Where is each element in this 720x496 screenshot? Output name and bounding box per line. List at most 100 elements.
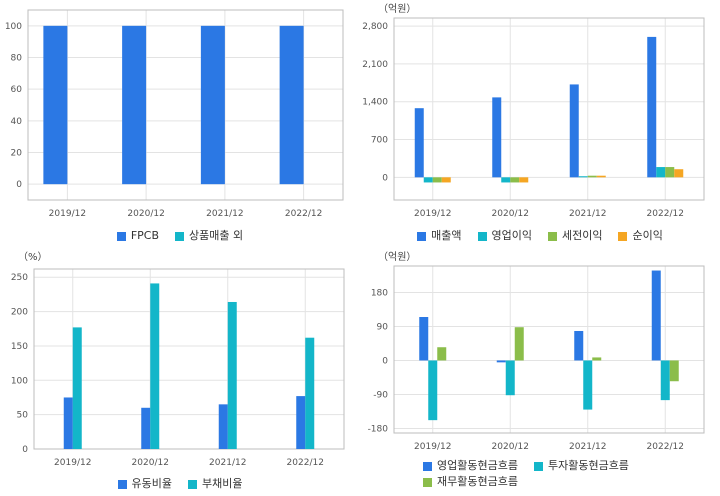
legend-label: 부채비율 [202,477,243,490]
bar-2022-12-series-2 [305,337,315,449]
y-tick-label: 50 [17,411,29,421]
x-tick-label: 2021/12 [569,209,606,219]
legend-label: 투자활동현금흐름 [547,459,629,472]
y-tick-label: 0 [382,173,388,183]
legend-swatch [533,461,543,471]
axis-unit-label: （억원） [378,3,416,15]
bar-2019-12-series-1 [414,108,424,178]
earnings-chart: （억원） 0 700 1,400 2,100 2,800 2019/12 2020/12 202… [360,0,720,248]
y-tick-label: 1,400 [362,98,388,108]
legend-swatch [417,231,427,241]
y-tick-label: 2,800 [362,22,388,32]
y-tick-label: 80 [11,54,23,64]
bar-2021-12-series-1 [569,84,579,178]
bar-2019-12-series-3 [432,177,442,183]
legend-label: 재무활동현금흐름 [437,475,518,488]
bar-2020-12-series-1 [492,97,502,178]
bar-2022-12-series-1 [296,396,306,449]
bar-2019-12-series-1 [43,25,68,185]
legend-item: FPCB [116,228,159,244]
legend-item: 영업활동현금흐름 [423,458,518,474]
x-tick-label: 2021/12 [569,442,606,452]
bar-2019-12-series-2 [72,327,82,449]
legend-item: 유동비율 [117,476,172,492]
bar-2019-12-series-3 [437,347,447,361]
y-tick-label: 2,100 [362,60,388,70]
legend-swatch [477,231,487,241]
y-tick-label: 0 [16,180,22,190]
y-tick-label: 40 [11,117,23,127]
cashflow-plot: （억원） -180 -90 0 90 180 2019/12 2020/12 2021/12 20… [368,251,705,452]
bar-2021-12-series-1 [200,25,225,185]
legend-item: 상품매출 외 [175,228,243,244]
x-tick-label: 2019/12 [49,209,86,219]
legend-swatch [117,479,127,489]
y-tick-label: 0 [22,445,28,455]
legend-swatch [423,477,432,487]
legend-label: 영업활동현금흐름 [437,459,518,472]
bar-2021-12-series-2 [578,176,588,178]
product-mix-legend: FPCB 상품매출 외 [0,228,360,244]
bar-2021-12-series-3 [592,357,602,361]
y-tick-label: 20 [11,149,23,159]
bar-2019-12-series-4 [441,177,451,183]
legend-label: 영업이익 [491,229,532,242]
bar-2022-12-series-3 [665,167,675,178]
y-tick-label: 100 [5,22,22,32]
plot-frame [393,17,705,201]
legend-label: 매출액 [431,229,462,242]
legend-label: 세전이익 [562,229,603,242]
legend-label: 유동비율 [131,477,172,490]
plot-frame [27,9,344,201]
bar-2022-12-series-3 [669,360,679,382]
ratio-legend: 유동비율 부채비율 [0,476,360,492]
legend-item: 투자활동현금흐름 [533,458,629,474]
legend-swatch [175,231,185,241]
x-tick-label: 2020/12 [492,442,529,452]
bar-2020-12-series-2 [501,177,511,183]
bar-2020-12-series-1 [122,25,147,185]
y-tick-label: 180 [371,288,388,298]
bar-2020-12-series-1 [496,360,506,363]
x-tick-label: 2020/12 [492,209,529,219]
product-mix-plot: 0 20 40 60 80 100 2019/12 2020/12 2021/12 2022/12 [5,9,344,219]
legend-label: 상품매출 외 [189,229,244,242]
bar-2021-12-series-4 [596,175,606,178]
axis-unit-label: （%） [18,251,48,263]
bar-2022-12-series-2 [656,167,666,178]
y-tick-label: 60 [11,85,23,95]
bar-2019-12-series-1 [419,317,429,361]
y-tick-label: 100 [11,376,28,386]
legend-item: 세전이익 [548,228,602,244]
legend-swatch [618,231,628,241]
legend-swatch [548,231,557,241]
product-mix-chart: 0 20 40 60 80 100 2019/12 2020/12 2021/12 2022/12… [0,0,360,248]
legend-item: 영업이익 [477,228,532,244]
x-tick-label: 2021/12 [209,458,246,468]
bar-2020-12-series-3 [510,177,520,183]
bar-2022-12-series-1 [647,36,657,178]
bar-2021-12-series-2 [227,301,237,449]
bar-2022-12-series-1 [651,270,661,361]
bar-2022-12-series-2 [660,360,670,401]
plot-frame [33,268,345,450]
x-tick-label: 2019/12 [414,442,451,452]
bar-2019-12-series-2 [428,360,438,421]
bar-2019-12-series-1 [63,397,73,449]
bar-2019-12-series-2 [423,177,433,183]
bar-2020-12-series-4 [519,177,529,183]
bar-2020-12-series-2 [150,283,160,449]
legend-item: 매출액 [417,228,462,244]
y-tick-label: 200 [11,308,28,318]
earnings-legend: 매출액 영업이익 세전이익 순이익 [360,228,720,244]
bar-2022-12-series-4 [674,169,684,178]
legend-item: 재무활동현금흐름 [423,474,518,490]
plot-frame [393,265,705,434]
bar-2021-12-series-1 [218,404,228,449]
x-tick-label: 2020/12 [127,209,164,219]
earnings-plot: （억원） 0 700 1,400 2,100 2,800 2019/12 2020/12 202… [362,3,705,219]
x-tick-label: 2019/12 [54,458,91,468]
legend-item: 부채비율 [188,476,242,492]
x-tick-label: 2022/12 [647,442,684,452]
bar-2021-12-series-1 [574,330,584,361]
